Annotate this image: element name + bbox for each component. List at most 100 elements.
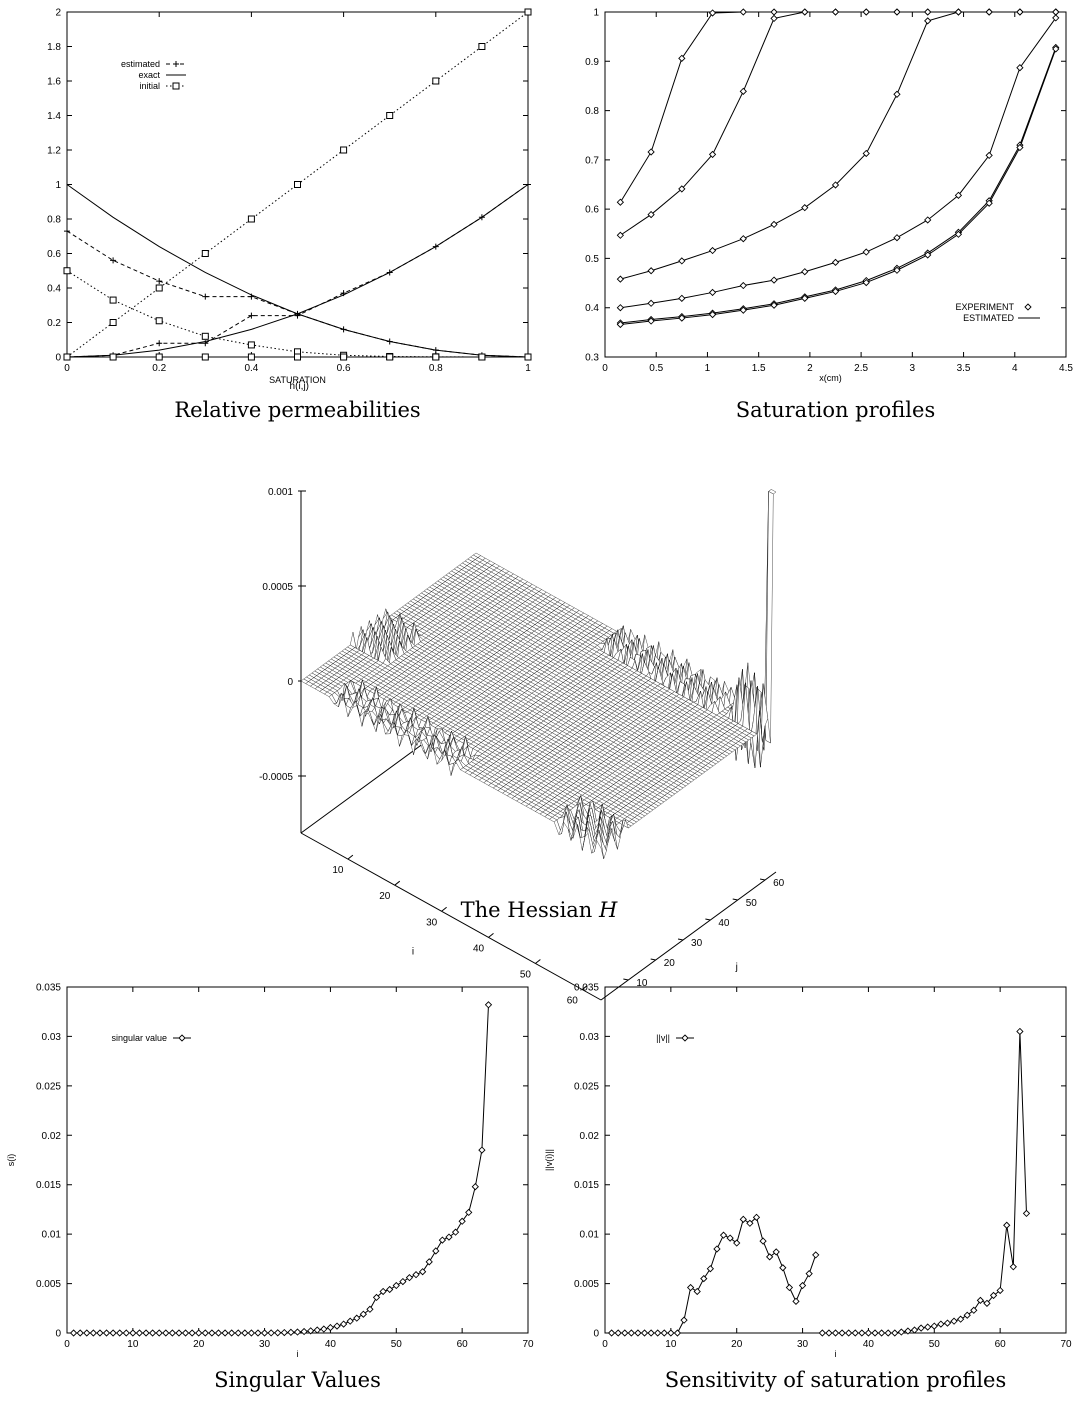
data-point	[877, 1329, 886, 1337]
data-point	[484, 1001, 493, 1009]
legend-label: singular value	[111, 1033, 167, 1043]
experiment-point	[739, 8, 747, 16]
data-point	[858, 1329, 866, 1337]
x-tick-label: 0.4	[244, 363, 258, 374]
figure-caption: Relative permeabilities	[174, 398, 420, 422]
x-tick-label: 2.5	[854, 363, 868, 374]
data-point	[739, 1215, 747, 1223]
figure-caption: Saturation profiles	[736, 398, 935, 422]
plot-sensitivity: 0 10 20 30 40 50 60 7000.0050.010.0150.020.0250…	[544, 983, 1072, 1393]
plot-relperm: 0 0.2 0.4 0.6 0.8 100.20.40.60.811.21.41.61.8…	[47, 8, 532, 422]
data-point	[267, 1329, 275, 1337]
series-line	[611, 1216, 817, 1334]
data-point	[247, 353, 255, 361]
z-tick-label: 0	[287, 677, 293, 688]
data-point	[386, 1285, 394, 1294]
data-point	[346, 1317, 354, 1325]
x-tick-label: 3	[910, 363, 916, 374]
y-tick-label: 0.7	[585, 155, 599, 166]
x-tick-label: 10	[127, 1339, 139, 1350]
data-point	[247, 341, 255, 349]
x-tick-label: 40	[325, 1339, 337, 1350]
experiment-point	[770, 220, 778, 229]
i-tick-label: 60	[567, 996, 579, 1007]
experiment-point	[862, 278, 870, 287]
data-point	[340, 353, 348, 361]
data-point	[937, 1320, 945, 1328]
x-tick-label: 70	[1060, 1339, 1072, 1350]
estimated-line	[619, 11, 1056, 203]
y-tick-label: 0.01	[580, 1230, 600, 1241]
data-point	[326, 1323, 335, 1332]
y-tick-label: 0.03	[580, 1032, 600, 1043]
experiment-point	[708, 310, 717, 319]
legend-marker	[173, 61, 179, 67]
data-point	[353, 1314, 361, 1322]
experiment-point	[708, 150, 717, 159]
x-axis-label: SATURATION	[269, 375, 326, 385]
data-point	[247, 1329, 256, 1337]
experiment-point	[739, 306, 747, 314]
data-point	[759, 1237, 767, 1245]
legend-label: exact	[138, 70, 160, 80]
experiment-point	[647, 267, 655, 275]
experiment-point	[1016, 8, 1024, 16]
data-point	[63, 353, 71, 361]
data-point	[129, 1329, 137, 1337]
data-point	[917, 1324, 925, 1332]
data-point	[418, 1268, 427, 1276]
x-tick-label: 30	[797, 1339, 809, 1350]
experiment-point	[831, 8, 840, 16]
data-point	[386, 353, 394, 361]
experiment-point	[770, 14, 778, 23]
i-tick	[488, 932, 494, 938]
x-tick-label: 2	[807, 363, 813, 374]
estimated-line	[620, 17, 1057, 309]
y-tick-label: 0.03	[42, 1032, 62, 1043]
y-tick-label: 0.015	[36, 1180, 61, 1191]
x-tick-label: 60	[995, 1339, 1007, 1350]
data-point	[333, 1322, 341, 1330]
data-point	[195, 1329, 203, 1337]
i-tick-label: 10	[332, 865, 344, 876]
y-tick-label: 0.8	[47, 215, 61, 226]
x-axis-label: x(cm)	[819, 373, 842, 383]
data-point	[478, 353, 486, 361]
data-point	[102, 1329, 111, 1337]
experiment-point	[678, 294, 686, 302]
data-point	[201, 1329, 209, 1337]
x-tick-label: 20	[193, 1339, 205, 1350]
data-point	[471, 1183, 479, 1191]
data-point	[254, 1329, 262, 1337]
data-point	[930, 1322, 938, 1330]
data-point	[719, 1231, 728, 1239]
data-point	[871, 1329, 879, 1337]
data-point	[891, 1329, 899, 1337]
x-tick-label: 4.5	[1059, 363, 1073, 374]
data-point	[864, 1329, 873, 1337]
y-tick-label: 0.025	[574, 1081, 599, 1092]
j-tick-label: 40	[718, 918, 730, 929]
z-tick-label: -0.0005	[259, 772, 293, 783]
y-tick-label: 0.015	[574, 1180, 599, 1191]
x-tick-label: 0	[602, 363, 608, 374]
data-point	[109, 296, 117, 304]
y-tick-label: 0.6	[585, 205, 599, 216]
data-point	[228, 1329, 236, 1337]
data-point	[155, 317, 163, 325]
j-tick-label: 20	[664, 958, 676, 969]
data-point	[680, 1316, 688, 1324]
y-tick-label: 0	[55, 1329, 61, 1340]
y-tick-label: 1	[593, 8, 599, 19]
data-point	[201, 332, 209, 340]
data-point	[924, 1323, 932, 1331]
y-tick-label: 0.035	[574, 983, 599, 994]
data-point	[524, 353, 532, 361]
x-tick-label: 30	[259, 1339, 271, 1350]
data-point	[647, 1329, 655, 1337]
i-axis-label: i	[412, 947, 414, 958]
data-point	[412, 1271, 420, 1279]
data-point	[83, 1329, 91, 1337]
x-tick-label: 50	[391, 1339, 403, 1350]
